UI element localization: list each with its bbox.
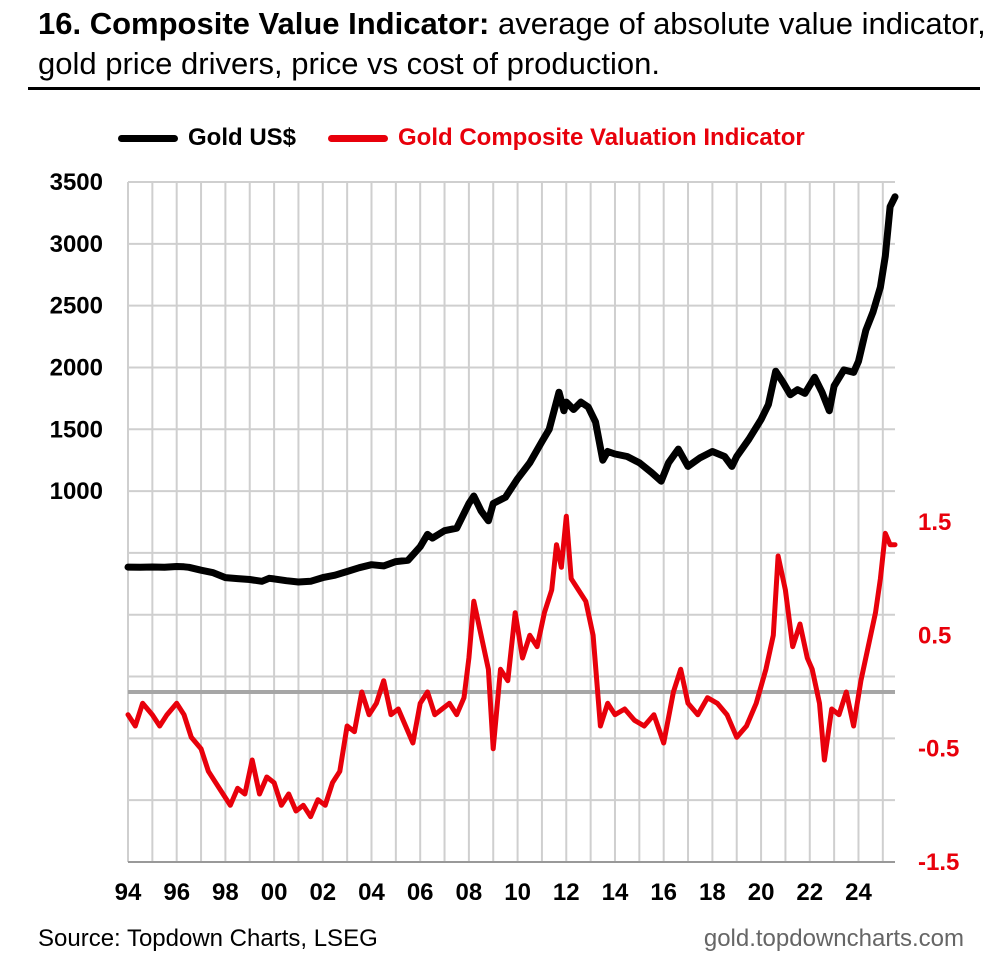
series-line-indicator — [125, 513, 898, 820]
source-note: Source: Topdown Charts, LSEG — [38, 925, 378, 952]
x-tick-label: 08 — [456, 879, 483, 906]
title-divider — [28, 87, 980, 90]
y-left-tick-label: 2000 — [50, 354, 103, 381]
y-right-tick-label: 1.5 — [918, 509, 951, 536]
chart-grid — [127, 181, 895, 863]
x-tick-label: 18 — [699, 879, 726, 906]
y-right-tick-label: -0.5 — [918, 736, 959, 763]
chart-title-bold: 16. Composite Value Indicator: — [38, 6, 490, 41]
legend-item-indicator: Gold Composite Valuation Indicator — [328, 124, 805, 152]
y-left-tick-label: 1500 — [50, 416, 103, 443]
x-tick-label: 20 — [748, 879, 775, 906]
x-tick-label: 22 — [796, 879, 823, 906]
legend-label-gold: Gold US$ — [188, 124, 297, 151]
y-left-tick-label: 3500 — [50, 169, 103, 196]
y-right-tick-label: -1.5 — [918, 849, 959, 876]
x-tick-label: 14 — [602, 879, 629, 906]
y-left-tick-label: 3000 — [50, 231, 103, 258]
x-tick-label: 02 — [309, 879, 336, 906]
x-tick-label: 06 — [407, 879, 434, 906]
chart-title: 16. Composite Value Indicator: average o… — [38, 4, 988, 84]
x-tick-label: 24 — [845, 879, 872, 906]
legend-swatch-indicator — [328, 134, 389, 142]
x-tick-label: 00 — [261, 879, 288, 906]
y-left-tick-label: 2500 — [50, 293, 103, 320]
x-tick-label: 12 — [553, 879, 580, 906]
legend-swatch-gold — [118, 134, 178, 142]
legend: Gold US$ Gold Composite Valuation Indica… — [118, 121, 837, 155]
series-line-gold — [124, 193, 899, 586]
x-tick-label: 16 — [650, 879, 677, 906]
chart-title-rest: average of absolute value indicator, gol… — [38, 6, 986, 81]
x-tick-label: 04 — [358, 879, 385, 906]
legend-label-indicator: Gold Composite Valuation Indicator — [398, 124, 805, 151]
y-right-tick-label: 0.5 — [918, 622, 951, 649]
x-tick-label: 98 — [212, 879, 239, 906]
chart-ticks: 94 96 98 00 02 04 06 08 10 12 14 16 18 20 22 24 3500 3000… — [50, 169, 960, 906]
chart-lines — [124, 193, 899, 820]
x-tick-label: 94 — [115, 879, 142, 906]
y-left-tick-label: 1000 — [50, 478, 103, 505]
site-url: gold.topdowncharts.com — [703, 925, 964, 952]
legend-item-gold: Gold US$ — [118, 124, 296, 152]
x-tick-label: 96 — [163, 879, 190, 906]
x-tick-label: 10 — [504, 879, 531, 906]
